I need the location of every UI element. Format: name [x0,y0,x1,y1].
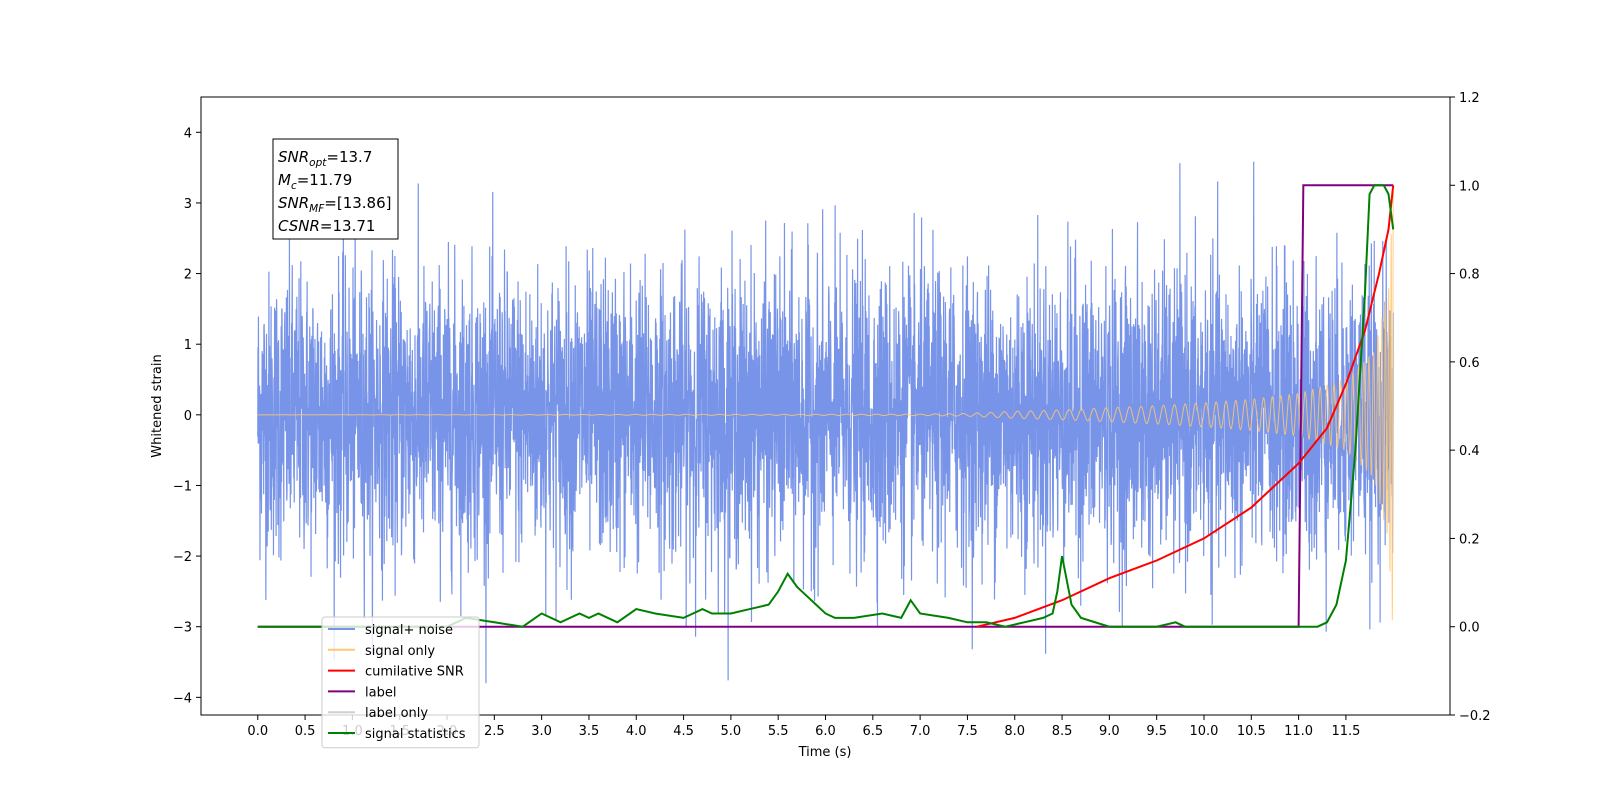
x-tick-label: 4.0 [626,724,647,739]
y2-tick-label: 0.8 [1459,268,1480,283]
series-signal-noise [257,161,1394,684]
annotation-line: Mc=11.79 [278,171,352,192]
y-tick-label: 0 [184,409,192,424]
y-axis-left: −4 −3 −2 −1 0 1 2 3 4 [173,126,201,706]
x-tick-label: 3.5 [579,724,600,739]
x-tick-label: 6.5 [862,724,883,739]
x-tick-label: 7.5 [957,724,978,739]
series-label [257,184,1394,628]
x-tick-label: 0.5 [295,724,316,739]
x-tick-label: 5.5 [768,724,789,739]
x-tick-label: 8.0 [1004,724,1025,739]
y-tick-label: 1 [184,338,192,353]
y2-tick-label: 0.4 [1459,444,1480,459]
x-tick-label: 11.0 [1284,724,1313,739]
x-tick-label: 10.0 [1190,724,1219,739]
x-tick-label: 5.0 [721,724,742,739]
legend-entry-label: cumilative SNR [365,665,464,680]
series-signal-only [257,191,1394,621]
y-tick-label: 3 [184,197,192,212]
x-tick-label: 2.5 [484,724,505,739]
x-tick-label: 6.0 [815,724,836,739]
y-tick-label: 4 [184,126,192,141]
x-tick-label: 10.5 [1237,724,1266,739]
annotation-frame [272,138,399,240]
x-tick-label: 11.5 [1331,724,1360,739]
y2-tick-label: 0.6 [1459,356,1480,371]
series-signal-statistics [257,184,1395,628]
x-tick-label: 9.0 [1099,724,1120,739]
y2-tick-label: 1.0 [1459,179,1480,194]
legend-frame [321,616,480,749]
plot-series-layer [257,161,1395,684]
annotation-line: CSNR=13.71 [278,217,375,235]
x-tick-label: 0.0 [247,724,268,739]
y2-tick-label: 0.2 [1459,532,1480,547]
y2-tick-label: 1.2 [1459,91,1480,106]
x-tick-label: 9.5 [1146,724,1167,739]
x-tick-label: 4.5 [673,724,694,739]
legend: signal+ noise signal only cumilative SNR la… [321,616,480,749]
x-axis: 0.00.51.01.52.02.53.03.54.04.55.05.56.06… [247,715,1360,739]
y-tick-label: 2 [184,268,192,283]
x-tick-label: 3.0 [531,724,552,739]
legend-entry-label: label [365,685,396,700]
legend-entry-label: signal only [365,644,435,659]
annotation-line: SNRMF=[13.86] [278,194,392,215]
y-tick-label: −2 [173,550,192,565]
y-tick-label: −3 [173,621,192,636]
legend-entry-label: signal statistics [365,727,466,742]
x-tick-label: 8.5 [1052,724,1073,739]
legend-entry-label: label only [365,706,428,721]
x-tick-label: 7.0 [910,724,931,739]
y-tick-label: −4 [173,691,192,706]
annotation-line: SNRopt=13.7 [278,148,372,169]
y-tick-label: −1 [173,479,192,494]
y2-tick-label: 0.0 [1459,621,1480,636]
y-axis-label: Whitened strain [150,354,165,457]
y-axis-right: −0.2 0.0 0.2 0.4 0.6 0.8 1.0 1.2 [1450,91,1491,724]
legend-entry-label: signal+ noise [365,623,453,638]
x-axis-label: Time (s) [798,745,852,760]
y2-tick-label: −0.2 [1459,709,1491,724]
